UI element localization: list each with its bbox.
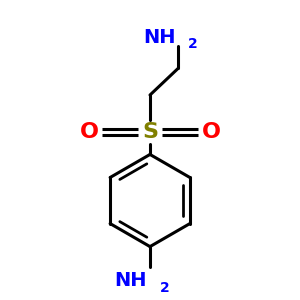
Text: NH: NH xyxy=(115,271,147,290)
Text: NH: NH xyxy=(143,28,175,46)
Text: O: O xyxy=(80,122,99,142)
Text: 2: 2 xyxy=(160,281,170,295)
Text: 2: 2 xyxy=(188,38,198,52)
Text: O: O xyxy=(201,122,220,142)
Text: S: S xyxy=(142,122,158,142)
